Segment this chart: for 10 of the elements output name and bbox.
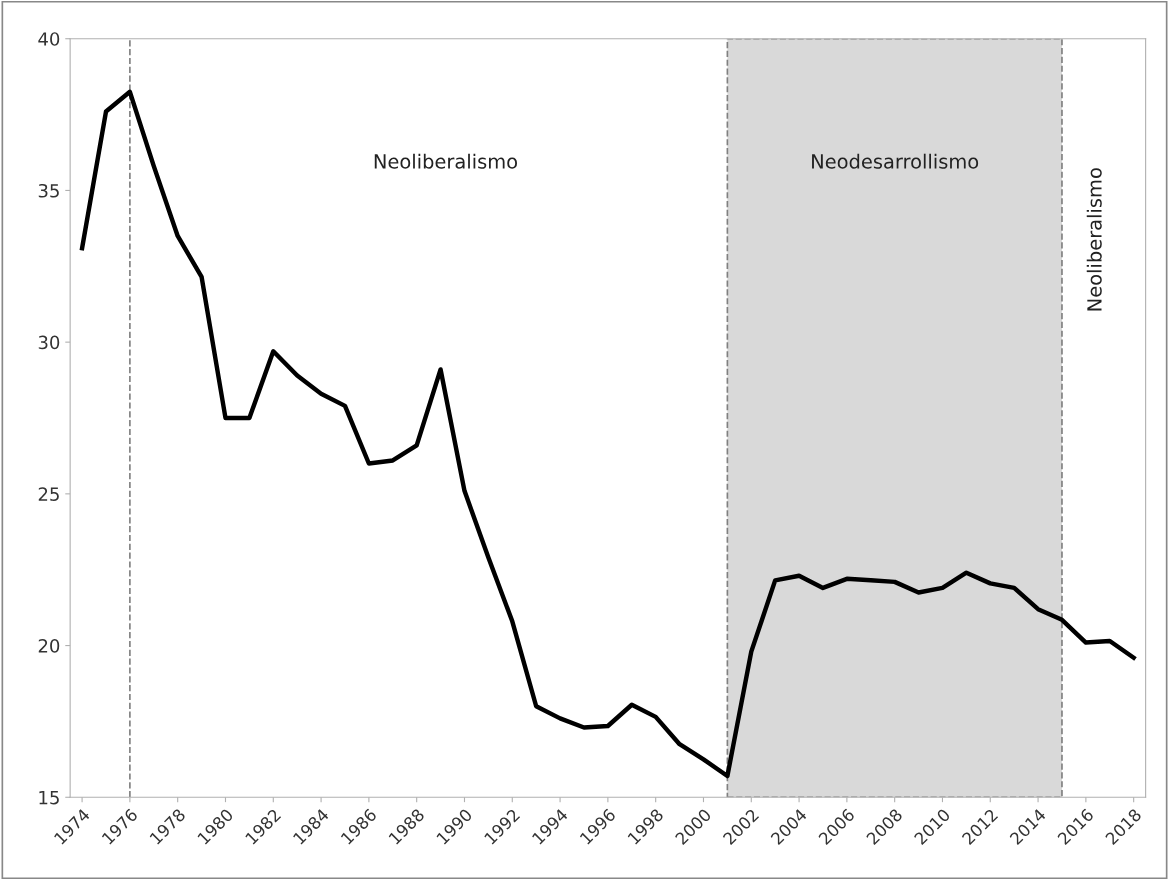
y-tick-label: 20 (38, 639, 60, 653)
y-tick-label: 15 (39, 790, 59, 805)
y-tick-label: 25 (38, 487, 59, 501)
band-label: Neodesarrollismo (812, 153, 979, 169)
y-tick-label: 30 (38, 335, 60, 350)
line-series (79, 89, 1136, 779)
annotation: Neoliberalismo (374, 153, 518, 169)
annotation: Neoliberalismo (1086, 168, 1102, 311)
y-tick-label: 35 (38, 183, 59, 198)
y-tick-label: 40 (38, 32, 60, 46)
